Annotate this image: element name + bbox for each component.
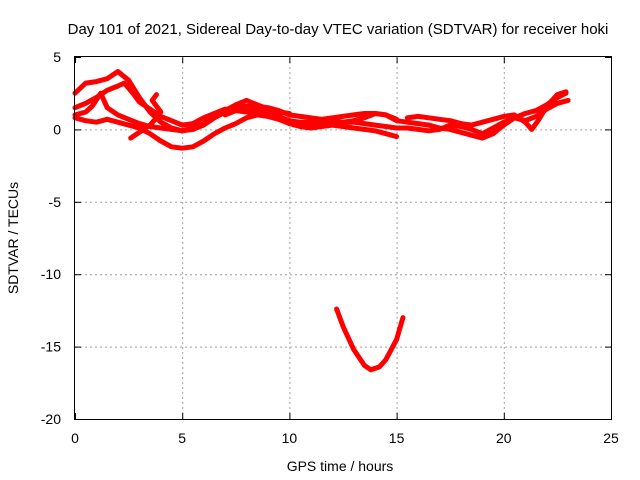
chart-title: Day 101 of 2021, Sidereal Day-to-day VTE… bbox=[68, 21, 609, 38]
y-tick-label: 5 bbox=[53, 49, 61, 65]
series-line-track-a bbox=[72, 69, 292, 134]
y-tick-label: 0 bbox=[53, 121, 61, 137]
x-tick-labels: 0 5 10 15 20 25 bbox=[71, 430, 619, 446]
series-line-track-h bbox=[334, 306, 406, 373]
y-tick-label: -20 bbox=[41, 411, 61, 427]
series-line-track-f bbox=[222, 97, 571, 137]
y-tick-label: -15 bbox=[41, 339, 61, 355]
series-layer bbox=[72, 69, 571, 373]
x-tick-label: 0 bbox=[71, 430, 79, 446]
series-line-track-d bbox=[72, 112, 400, 151]
x-tick-label: 5 bbox=[178, 430, 186, 446]
x-tick-label: 15 bbox=[389, 430, 405, 446]
x-tick-label: 10 bbox=[282, 430, 298, 446]
y-axis-label: SDTVAR / TECUs bbox=[5, 182, 21, 294]
x-tick-label: 25 bbox=[603, 430, 619, 446]
series-line-track-e bbox=[128, 92, 164, 141]
series-line-track-g bbox=[404, 89, 569, 132]
series-line-track-c bbox=[72, 90, 400, 134]
plot-frame bbox=[74, 56, 612, 420]
y-tick-labels: 5 0 -5 -10 -15 -20 bbox=[41, 49, 61, 427]
ticks bbox=[75, 57, 612, 420]
x-tick-label: 20 bbox=[496, 430, 512, 446]
y-tick-label: -10 bbox=[41, 266, 61, 282]
y-tick-label: -5 bbox=[49, 194, 62, 210]
x-axis-label: GPS time / hours bbox=[287, 458, 394, 474]
